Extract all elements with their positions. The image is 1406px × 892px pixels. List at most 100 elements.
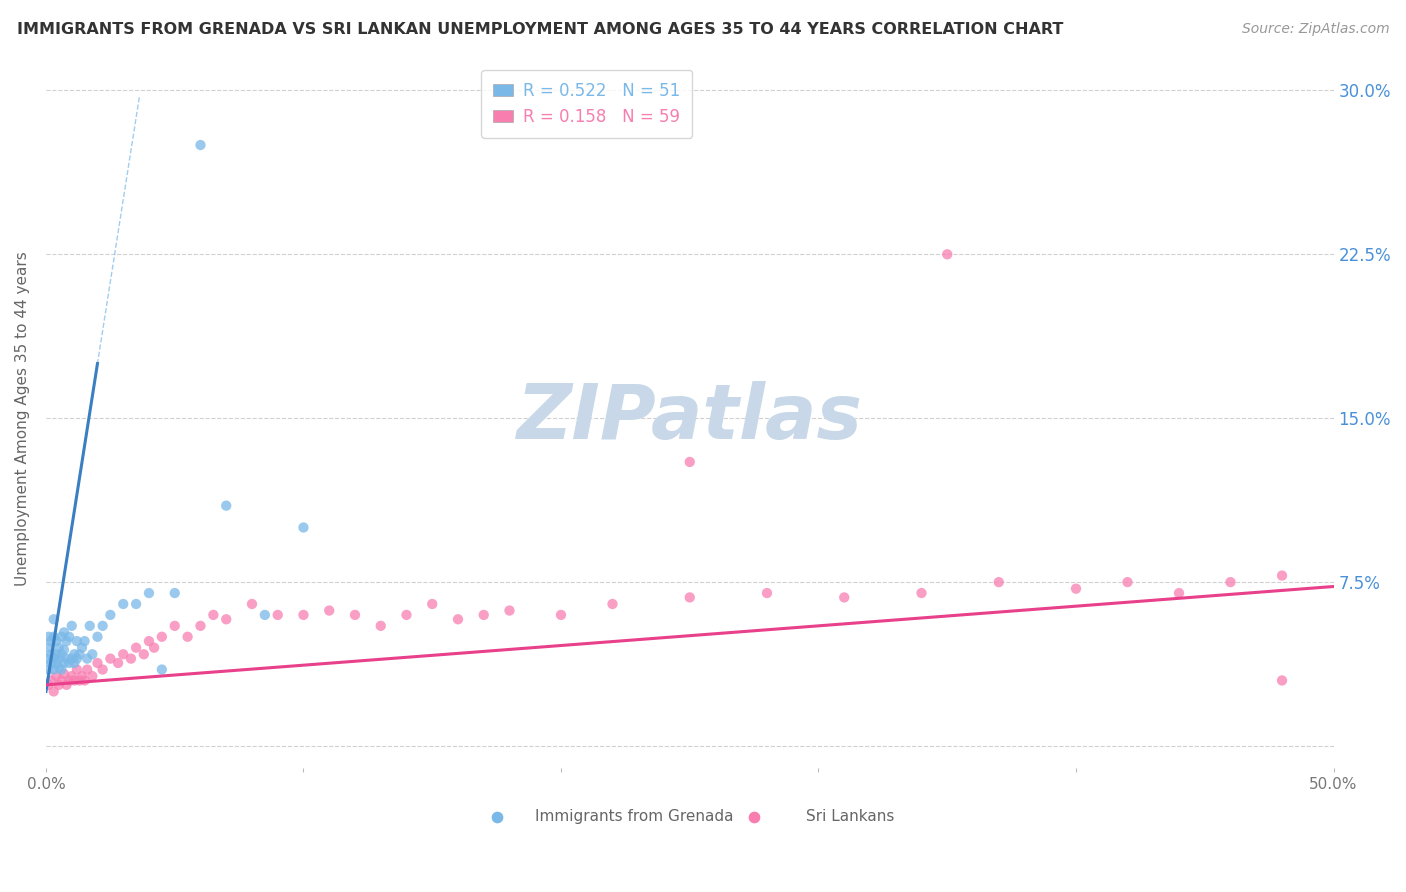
Point [63,673,86,688]
Point [447,612,470,626]
Point [48,651,70,665]
Point [42,663,65,677]
Point [69,647,91,661]
Point [910,586,932,600]
Point [66,634,89,648]
Point [39,647,62,661]
Point [987,575,1010,590]
Point [37,651,59,665]
Point [55,678,77,692]
Point [370,619,392,633]
Point [48,678,70,692]
Point [39,656,62,670]
Point [48,640,70,655]
Point [163,619,186,633]
Point [55,634,77,648]
Point [98,607,121,622]
Point [70,640,93,655]
Text: ZIPatlas: ZIPatlas [517,381,863,455]
Point [150,663,173,677]
Point [76,651,98,665]
Text: Sri Lankans: Sri Lankans [806,809,894,824]
Point [150,630,173,644]
Point [38,640,60,655]
Point [39,634,62,648]
Point [1219,575,1241,590]
Point [98,651,121,665]
Point [1116,575,1139,590]
Point [82,647,104,661]
Point [602,597,624,611]
Point [176,630,198,644]
Point [163,586,186,600]
Point [267,607,290,622]
Point [86,630,108,644]
Point [73,673,96,688]
Point [498,603,520,617]
Point [253,607,276,622]
Point [53,643,76,657]
Point [53,667,76,681]
Point [38,663,60,677]
Point [936,247,959,261]
Point [91,619,114,633]
Text: IMMIGRANTS FROM GRENADA VS SRI LANKAN UNEMPLOYMENT AMONG AGES 35 TO 44 YEARS COR: IMMIGRANTS FROM GRENADA VS SRI LANKAN UN… [17,22,1063,37]
Point [45,634,67,648]
Point [91,663,114,677]
Point [60,619,83,633]
Text: Source: ZipAtlas.com: Source: ZipAtlas.com [1241,22,1389,37]
Point [1064,582,1087,596]
Point [120,651,142,665]
Point [60,669,83,683]
Point [318,603,340,617]
Point [69,673,91,688]
Point [42,612,65,626]
Text: Immigrants from Grenada: Immigrants from Grenada [536,809,734,824]
Point [107,656,129,670]
Point [42,684,65,698]
Point [58,630,80,644]
Point [53,625,76,640]
Point [66,663,89,677]
Point [112,647,135,661]
Point [79,619,101,633]
Point [82,669,104,683]
Point [38,630,60,644]
Point [45,656,67,670]
Point [395,607,418,622]
Point [472,607,495,622]
Point [112,597,135,611]
Point [53,656,76,670]
Point [292,520,315,534]
Point [143,640,166,655]
Point [51,630,73,644]
Point [343,607,366,622]
Point [832,591,855,605]
Point [138,634,160,648]
Point [51,673,73,688]
Point [1271,568,1294,582]
Point [190,619,212,633]
Point [138,586,160,600]
Legend: R = 0.522   N = 51, R = 0.158   N = 59: R = 0.522 N = 51, R = 0.158 N = 59 [481,70,692,137]
Point [202,607,225,622]
Point [550,607,572,622]
Point [679,455,702,469]
Point [240,597,263,611]
Point [73,634,96,648]
Point [60,651,83,665]
Point [125,640,148,655]
Point [51,663,73,677]
Point [292,607,315,622]
Point [45,669,67,683]
Point [190,138,212,153]
Point [420,597,443,611]
Point [1168,586,1191,600]
Point [58,656,80,670]
Point [39,673,62,688]
Point [66,651,89,665]
Point [70,669,93,683]
Point [76,663,98,677]
Point [63,656,86,670]
Point [215,499,238,513]
